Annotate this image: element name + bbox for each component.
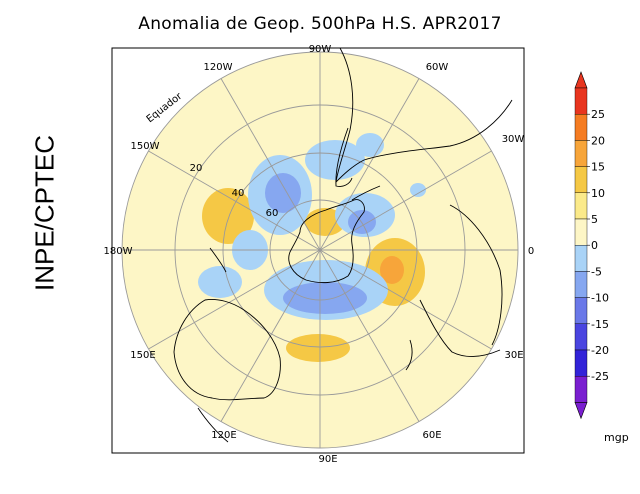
colorbar-tick-label: -20 — [591, 344, 609, 357]
colorbar-tick-label: 15 — [591, 161, 605, 174]
colorbar-segment — [574, 349, 588, 377]
negative-anomaly-core-weddell — [348, 210, 376, 234]
lat-label-20: 20 — [190, 163, 203, 174]
positive-anomaly-south — [286, 334, 350, 362]
colorbar-segment — [574, 113, 588, 141]
lon-label-lower-right: 30E — [504, 350, 523, 361]
lon-label-top-right: 60W — [426, 62, 449, 73]
colorbar-ticks: 25 20 15 10 5 0 -5 -10 -15 -20 -25 — [587, 108, 609, 383]
coastlines — [173, 47, 513, 443]
lon-label-bottom-left: 120E — [211, 430, 236, 441]
colorbar-segment — [574, 140, 588, 167]
colorbar-tick-label: -25 — [591, 370, 609, 383]
indonesia-coast — [197, 407, 229, 443]
patagonia-coast — [335, 127, 353, 187]
colorbar-segment — [574, 166, 588, 194]
colorbar-segment — [574, 323, 588, 351]
colorbar-tick-label: 0 — [591, 239, 598, 252]
antarctica-coast — [288, 199, 365, 284]
lon-label-right: 0 — [528, 246, 534, 257]
south-america-coast — [335, 47, 513, 184]
negative-anomaly-drake — [356, 133, 384, 157]
lon-label-top: 90W — [309, 44, 332, 55]
lon-label-top-left: 120W — [204, 62, 233, 73]
lon-label-lower-left: 150E — [130, 350, 155, 361]
lon-label-bottom: 90E — [318, 454, 337, 465]
negative-anomaly-west — [198, 266, 242, 298]
antarctic-peninsula — [351, 185, 381, 201]
colorbar-tick-label: 10 — [591, 187, 605, 200]
australia-coast — [173, 299, 281, 401]
new-zealand-coast — [209, 247, 227, 273]
lon-label-upper-left: 150W — [131, 141, 160, 152]
latitude-labels: 20 40 60 — [190, 163, 279, 219]
colorbar-segment — [574, 271, 588, 298]
positive-anomaly-west — [202, 188, 254, 244]
lon-label-bottom-right: 60E — [422, 430, 441, 441]
colorbar-top-arrow — [574, 71, 588, 89]
negative-anomaly-core-nw — [265, 173, 301, 213]
colorbar-segment — [574, 376, 588, 403]
colorbar-tick-label: -15 — [591, 318, 609, 331]
africa-coast — [449, 204, 503, 346]
colorbar-segment — [574, 297, 588, 325]
colorbar-tick-label: 25 — [591, 108, 605, 121]
colorbar — [574, 71, 588, 420]
colorbar-segment — [574, 87, 588, 115]
colorbar-bottom-arrow — [574, 402, 588, 420]
negative-anomaly-core-s — [283, 282, 367, 314]
colorbar-segment — [574, 218, 588, 246]
meridians — [122, 52, 518, 448]
colorbar-segment — [574, 244, 588, 272]
colorbar-tick-label: 20 — [591, 134, 605, 147]
map-title: Anomalia de Geop. 500hPa H.S. APR2017 — [138, 14, 502, 34]
lon-label-left: 180W — [104, 246, 133, 257]
colorbar-unit: mgp — [604, 431, 629, 444]
lat-label-40: 40 — [232, 188, 245, 199]
colorbar-tick-label: 5 — [591, 213, 598, 226]
longitude-labels: 90W 120W 60W 150W 30W 180W 0 150E 30E 12… — [104, 44, 535, 465]
anomaly-field — [198, 133, 426, 362]
colorbar-segment — [574, 192, 588, 220]
positive-anomaly-east-core — [380, 256, 404, 284]
lon-label-upper-right: 30W — [502, 134, 525, 145]
negative-anomaly-small — [410, 183, 426, 197]
meridian-30w-150e — [148, 150, 492, 350]
madagascar-coast — [405, 339, 413, 371]
colorbar-tick-label: -5 — [591, 265, 602, 278]
colorbar-tick-label: -10 — [591, 292, 609, 305]
south-africa-coast — [419, 299, 501, 357]
lat-label-60: 60 — [266, 208, 279, 219]
